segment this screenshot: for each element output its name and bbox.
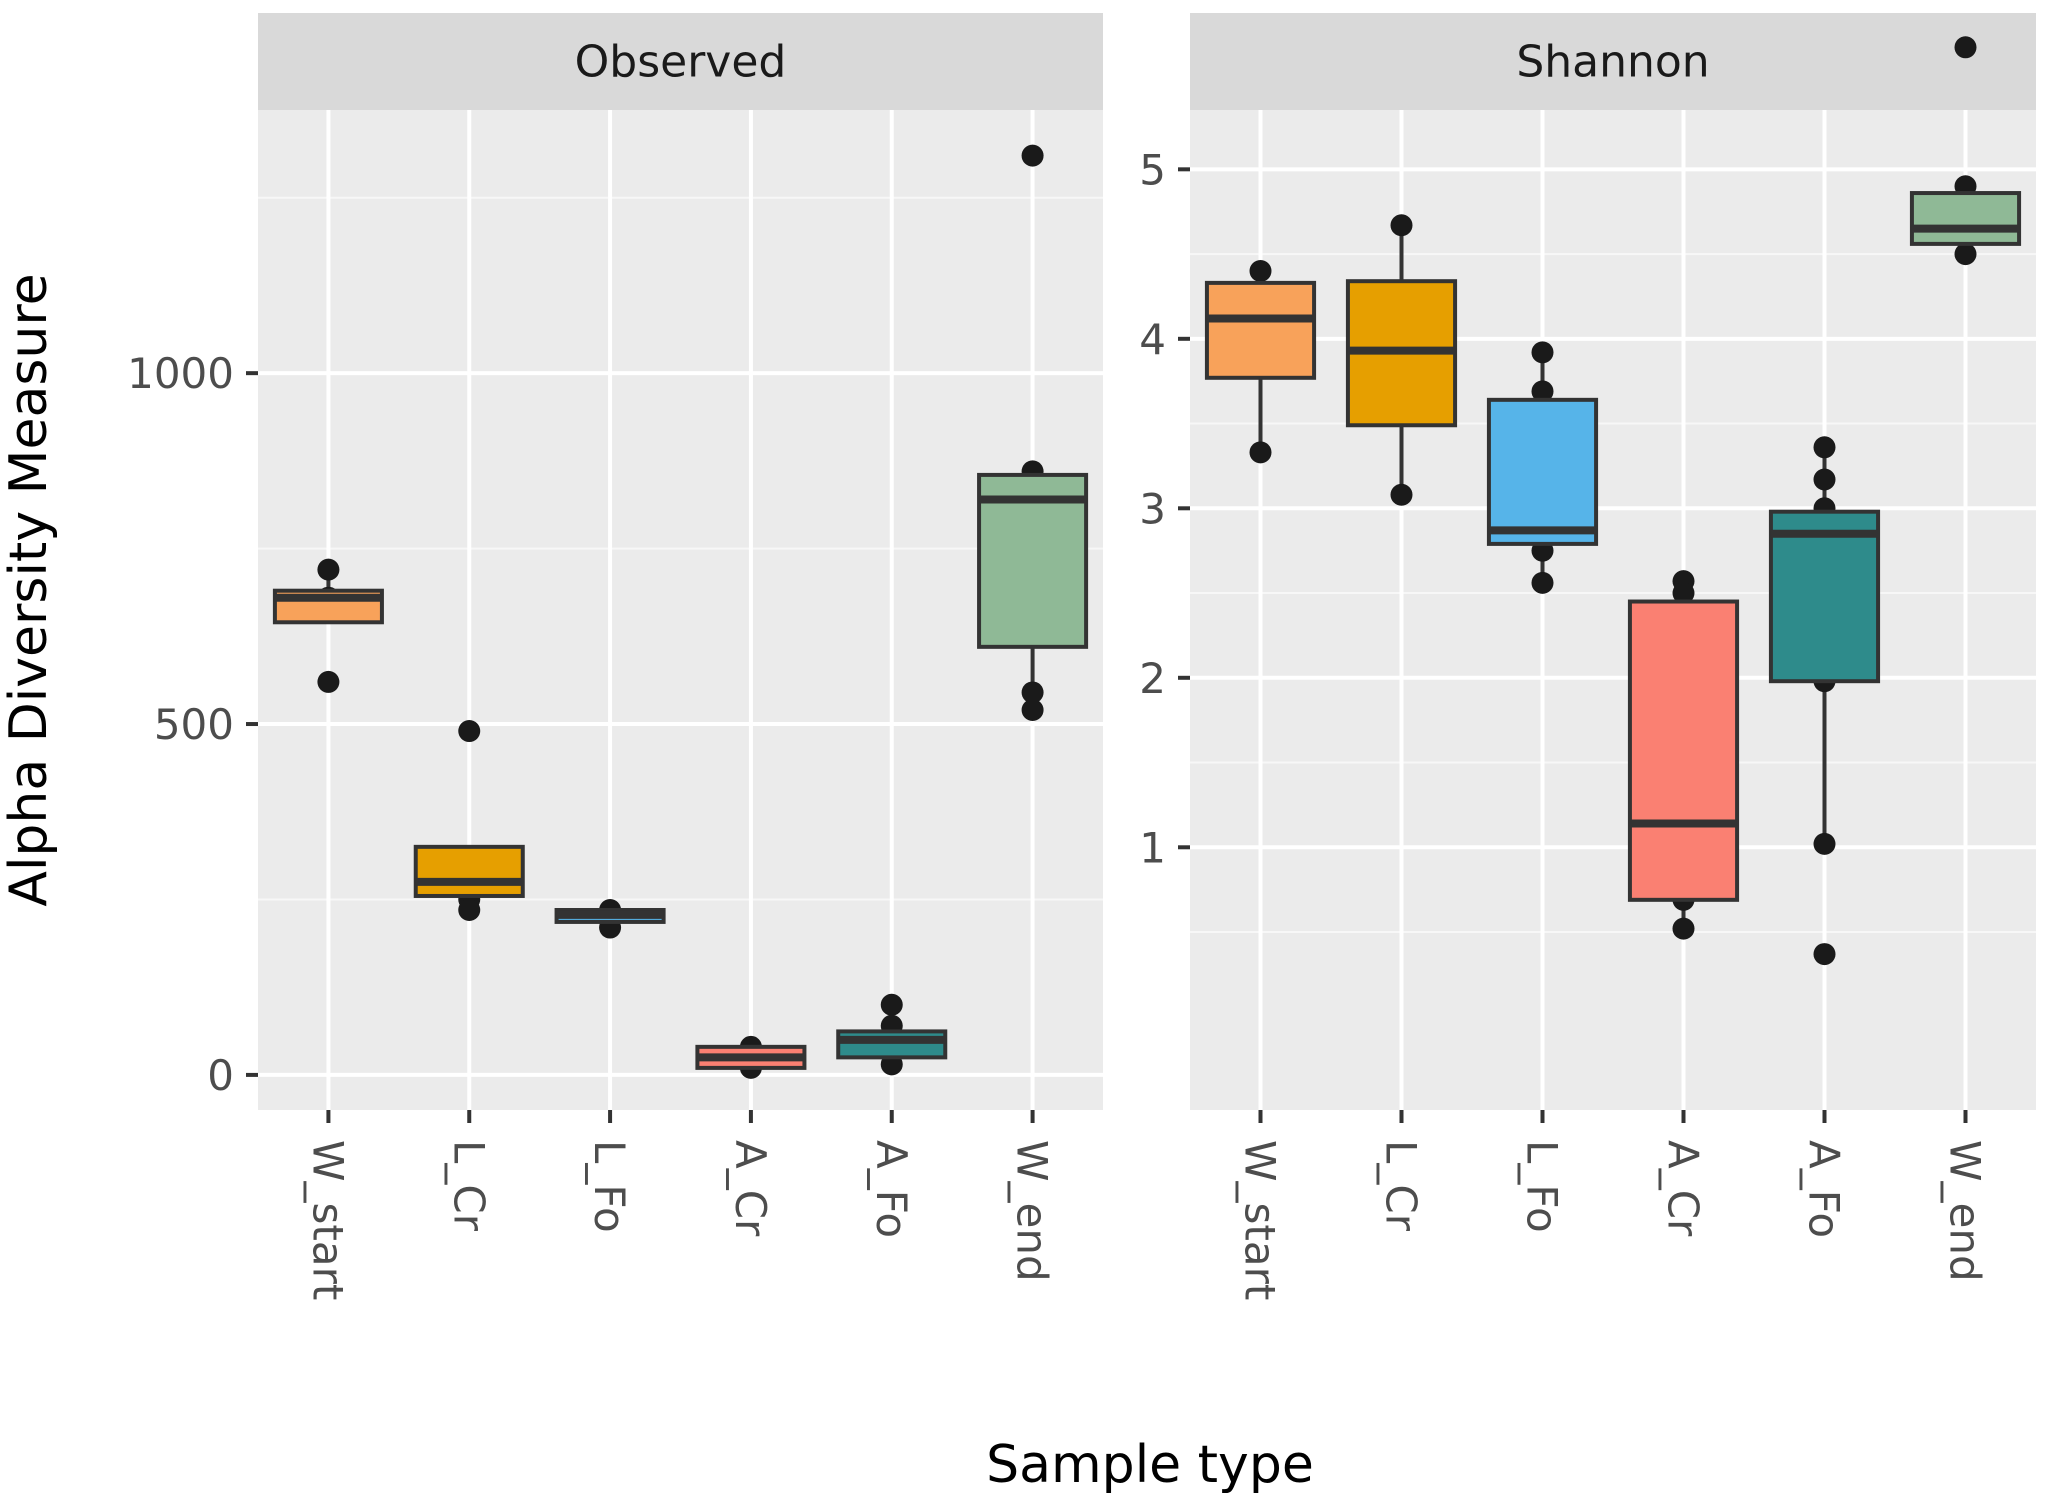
data-point xyxy=(317,670,340,693)
data-point xyxy=(1249,441,1272,464)
x-tick-label: W_start xyxy=(1236,1140,1285,1300)
x-tick-label: W_start xyxy=(303,1140,352,1300)
plot-background xyxy=(1190,110,2036,1110)
data-point xyxy=(1813,436,1836,459)
y-tick-label: 1 xyxy=(1139,823,1166,872)
data-point xyxy=(1672,582,1695,605)
x-tick-label: A_Cr xyxy=(1659,1140,1708,1237)
panel-observed: Observed 0 500 1000 W_start L_Cr L_Fo A_Cr A_Fo W… xyxy=(127,13,1103,1300)
box-body xyxy=(1627,599,1740,902)
data-point xyxy=(1021,681,1044,704)
data-point xyxy=(1390,483,1413,506)
box-body xyxy=(413,844,525,898)
box-body xyxy=(977,472,1089,649)
y-tick-label: 5 xyxy=(1139,145,1166,194)
data-point xyxy=(1954,36,1977,59)
box-A_Fo xyxy=(1768,436,1881,966)
box-W_start xyxy=(272,558,384,693)
data-point xyxy=(1390,214,1413,237)
x-tick-label: W_end xyxy=(1941,1140,1990,1282)
strip-header xyxy=(1190,13,2036,110)
data-point xyxy=(1531,380,1554,403)
x-tick-label: L_Fo xyxy=(585,1140,634,1233)
box-body xyxy=(1486,397,1599,546)
strip-label: Observed xyxy=(575,37,787,88)
x-tick-label: L_Cr xyxy=(444,1140,493,1232)
x-tick-label: W_end xyxy=(1008,1140,1057,1282)
box-A_Cr xyxy=(695,1035,807,1079)
box-W_end xyxy=(1909,36,2022,266)
y-tick-label: 4 xyxy=(1139,315,1166,364)
data-point xyxy=(317,558,340,581)
panel-shannon: Shannon 1 2 3 4 5 W_start L_Cr L_Fo A_Cr A_Fo W_end xyxy=(1139,13,2036,1300)
box-A_Fo xyxy=(836,993,948,1076)
box-body xyxy=(1909,191,2022,246)
x-tick-label: L_Cr xyxy=(1377,1140,1426,1232)
x-tick-label: A_Fo xyxy=(867,1140,916,1238)
strip-header xyxy=(258,13,1103,110)
strip-label: Shannon xyxy=(1516,37,1709,88)
data-point xyxy=(1021,144,1044,167)
data-point xyxy=(880,993,903,1016)
data-point xyxy=(458,899,481,921)
data-point xyxy=(1813,468,1836,491)
box-body xyxy=(1204,280,1317,380)
y-tick-label: 2 xyxy=(1139,654,1166,703)
box-L_Fo xyxy=(1486,341,1599,594)
box-L_Cr xyxy=(413,720,525,921)
data-point xyxy=(1813,832,1836,855)
data-point xyxy=(1531,571,1554,594)
data-point xyxy=(1813,943,1836,966)
box-W_start xyxy=(1204,260,1317,464)
box-body xyxy=(1768,509,1881,684)
box-W_end xyxy=(977,144,1089,721)
plot-background xyxy=(258,110,1103,1110)
y-tick-label: 1000 xyxy=(127,349,234,398)
y-tick-label: 3 xyxy=(1139,484,1166,533)
data-point xyxy=(1021,699,1044,721)
y-axis-title: Alpha Diversity Measure xyxy=(0,273,59,906)
x-tick-label: L_Fo xyxy=(1518,1140,1567,1233)
y-tick-label: 500 xyxy=(154,700,234,749)
data-point xyxy=(1954,243,1977,266)
x-tick-label: A_Fo xyxy=(1800,1140,1849,1238)
x-tick-label: A_Cr xyxy=(726,1140,775,1237)
y-tick-label: 0 xyxy=(207,1051,234,1100)
x-axis-title: Sample type xyxy=(986,1435,1314,1495)
data-point xyxy=(458,720,481,743)
data-point xyxy=(1672,917,1695,940)
box-L_Fo xyxy=(554,899,666,939)
box-body xyxy=(836,1029,948,1060)
box-L_Cr xyxy=(1345,214,1458,506)
data-point xyxy=(1531,341,1554,364)
box-A_Cr xyxy=(1627,570,1740,940)
data-point xyxy=(1249,260,1272,283)
